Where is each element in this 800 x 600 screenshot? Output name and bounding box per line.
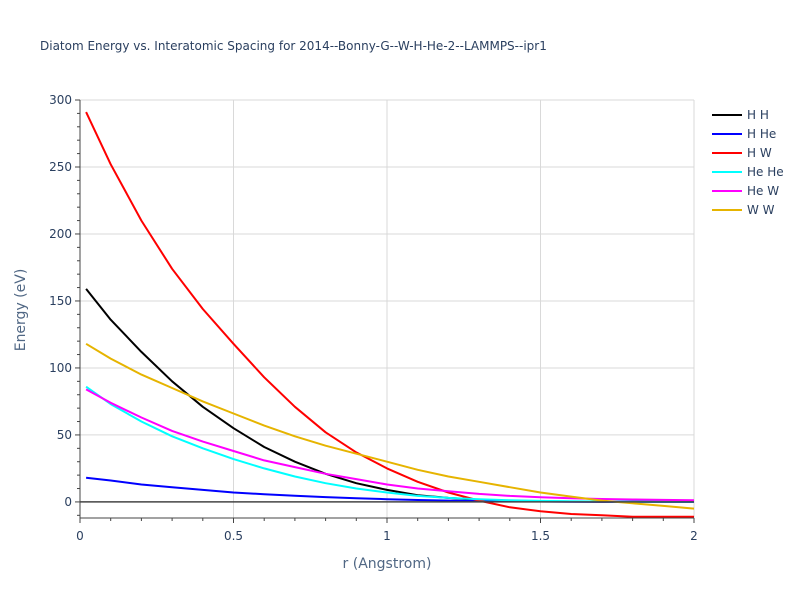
y-tick-label: 100 xyxy=(49,361,72,375)
legend-label: W W xyxy=(747,203,775,217)
y-tick-label: 250 xyxy=(49,160,72,174)
legend-item-h-he[interactable]: H He xyxy=(712,127,776,141)
series-line-he-w[interactable] xyxy=(85,388,695,502)
chart-title: Diatom Energy vs. Interatomic Spacing fo… xyxy=(40,39,547,53)
x-tick-label: 1 xyxy=(383,529,391,543)
y-tick-label: 50 xyxy=(57,428,72,442)
legend-item-h-h[interactable]: H H xyxy=(712,108,769,122)
x-tick-label: 1.5 xyxy=(531,529,550,543)
x-tick-label: 0 xyxy=(76,529,84,543)
grid-layer xyxy=(80,99,695,518)
legend[interactable]: H H H He H W He He He W W W xyxy=(712,108,784,217)
legend-label: H H xyxy=(747,108,769,122)
y-axis-label: Energy (eV) xyxy=(13,269,29,352)
legend-item-h-w[interactable]: H W xyxy=(712,146,772,160)
x-tick-label: 2 xyxy=(690,529,698,543)
legend-label: He W xyxy=(747,184,779,198)
y-tick-label: 150 xyxy=(49,294,72,308)
series-line-h-w[interactable] xyxy=(85,111,694,518)
axis-layer xyxy=(75,99,695,523)
y-tick-label: 300 xyxy=(49,93,72,107)
y-tick-label: 200 xyxy=(49,227,72,241)
legend-label: He He xyxy=(747,165,784,179)
legend-item-he-he[interactable]: He He xyxy=(712,165,784,179)
tick-layer: 0 0.5 1 1.5 2 0 50 100 150 200 250 300 xyxy=(49,93,698,543)
legend-item-w-w[interactable]: W W xyxy=(712,203,775,217)
x-axis-label: r (Angstrom) xyxy=(343,556,432,572)
legend-label: H W xyxy=(747,146,772,160)
x-tick-label: 0.5 xyxy=(224,529,243,543)
legend-item-he-w[interactable]: He W xyxy=(712,184,779,198)
legend-label: H He xyxy=(747,127,776,141)
y-tick-label: 0 xyxy=(64,495,72,509)
series-line-w-w[interactable] xyxy=(85,342,695,510)
series-layer xyxy=(85,111,695,518)
